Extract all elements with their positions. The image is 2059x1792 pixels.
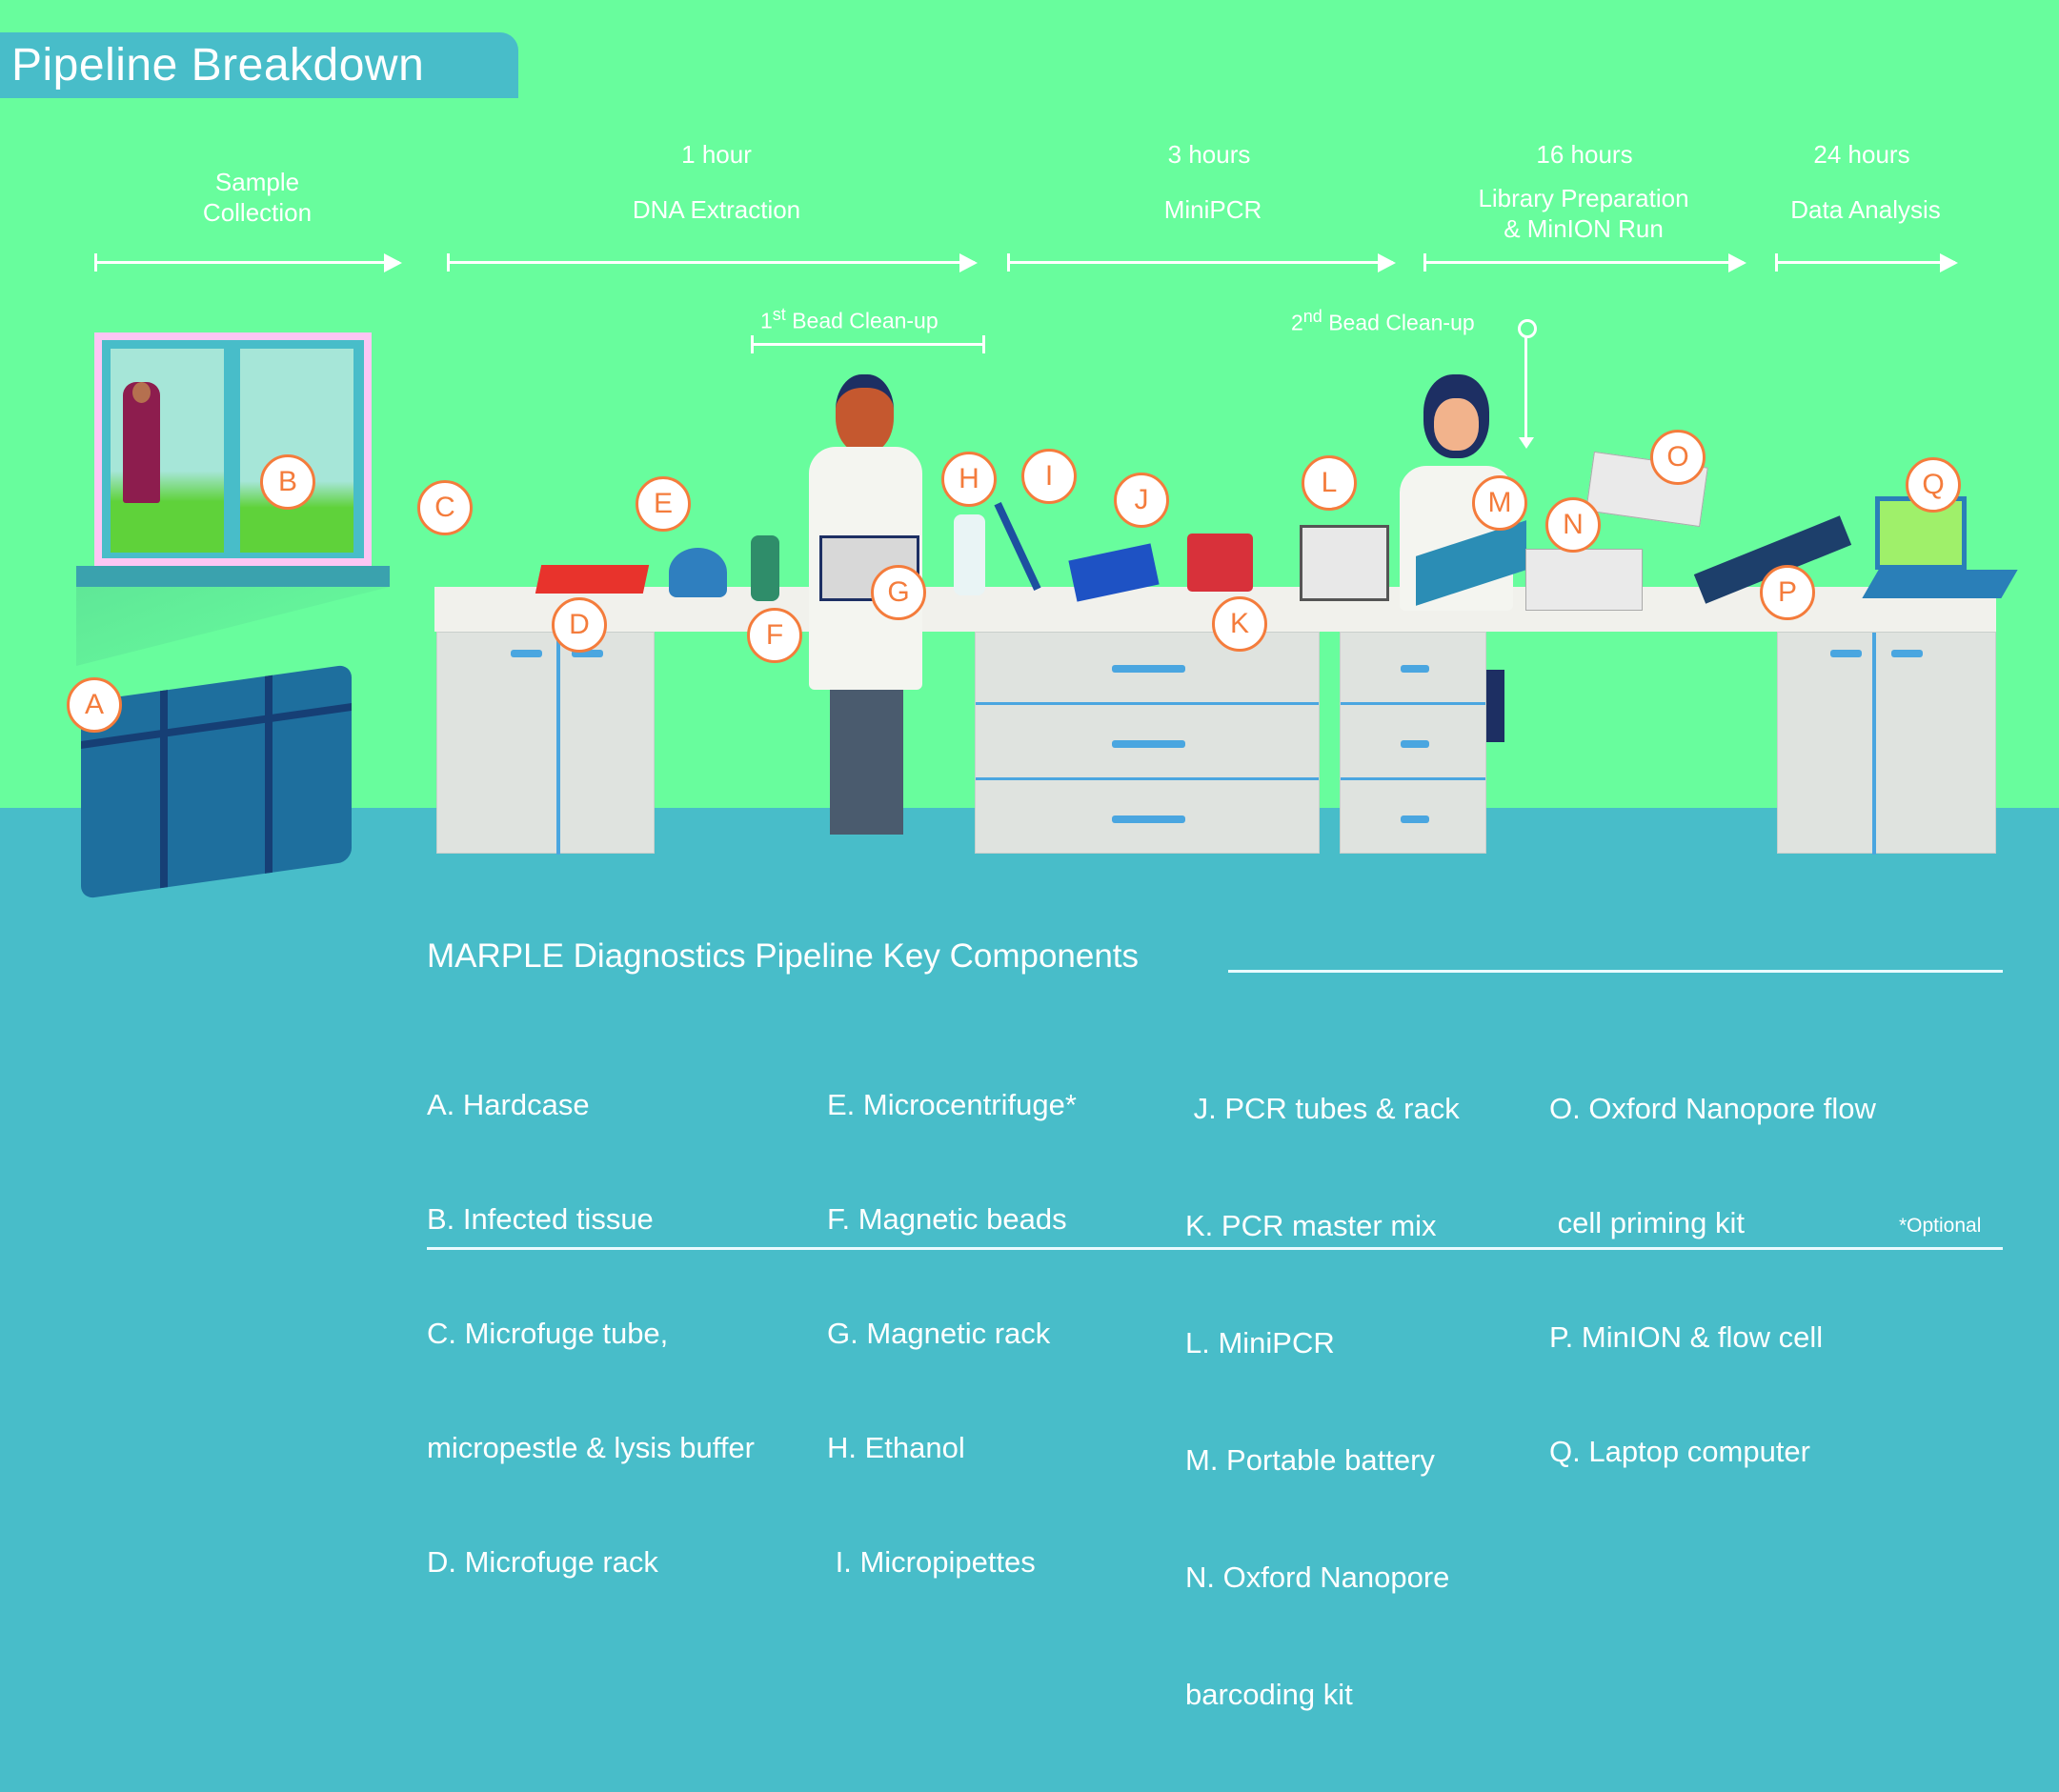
key-item: Q. Laptop computer bbox=[1549, 1435, 1810, 1468]
hardcase bbox=[81, 664, 352, 899]
scientist-male bbox=[788, 374, 945, 854]
key-column-3: J. PCR tubes & rack K. PCR master mix L.… bbox=[1185, 1011, 1460, 1792]
key-item: B. Infected tissue bbox=[427, 1202, 654, 1236]
key-item: P. MinION & flow cell bbox=[1549, 1320, 1824, 1354]
key-item: O. Oxford Nanopore flow bbox=[1549, 1092, 1876, 1125]
microfuge-rack bbox=[535, 565, 650, 594]
page-title: Pipeline Breakdown bbox=[0, 32, 518, 98]
drawer-cabinet bbox=[975, 632, 1320, 854]
key-item: G. Magnetic rack bbox=[827, 1317, 1051, 1350]
marker-o: O bbox=[1650, 430, 1706, 485]
timeline-arrow bbox=[94, 253, 402, 272]
micropipette bbox=[994, 501, 1041, 592]
key-item: E. Microcentrifuge* bbox=[827, 1088, 1077, 1121]
timeline-arrow bbox=[1423, 253, 1746, 272]
pcr-master-mix bbox=[1187, 534, 1253, 592]
ethanol-bottle bbox=[954, 514, 985, 595]
key-item: I. Micropipettes bbox=[827, 1545, 1036, 1579]
duration-minipcr: 3 hours bbox=[1167, 140, 1251, 169]
marker-e: E bbox=[636, 476, 691, 532]
key-item: M. Portable battery bbox=[1185, 1443, 1435, 1477]
marker-i: I bbox=[1021, 449, 1077, 504]
key-item: D. Microfuge rack bbox=[427, 1545, 658, 1579]
stage-label-data-analysis: Data Analysis bbox=[1790, 195, 1941, 224]
marker-g: G bbox=[871, 565, 926, 620]
key-item: K. PCR master mix bbox=[1185, 1209, 1437, 1242]
divider bbox=[427, 1247, 2003, 1250]
key-item: micropestle & lysis buffer bbox=[427, 1431, 755, 1464]
stage-label-minipcr: MiniPCR bbox=[1163, 195, 1262, 224]
barcoding-kit bbox=[1525, 549, 1643, 611]
window-sill bbox=[76, 566, 390, 587]
marker-a: A bbox=[67, 677, 122, 733]
timeline-arrow bbox=[1775, 253, 1958, 272]
marker-f: F bbox=[747, 608, 802, 663]
pipeline-infographic: Pipeline Breakdown Sample Collection 1 h… bbox=[0, 0, 2059, 1711]
first-bead-cleanup-bracket bbox=[751, 343, 984, 346]
divider bbox=[1228, 970, 2003, 973]
marker-c: C bbox=[417, 480, 473, 535]
cabinet bbox=[436, 632, 655, 855]
key-item: A. Hardcase bbox=[427, 1088, 590, 1121]
marker-b: B bbox=[260, 454, 315, 510]
second-cleanup-pointer bbox=[1524, 336, 1527, 439]
key-column-1: A. Hardcase B. Infected tissue C. Microf… bbox=[427, 1010, 755, 1658]
marker-m: M bbox=[1472, 475, 1527, 531]
duration-data-analysis: 24 hours bbox=[1813, 140, 1910, 169]
stage-label-dna-extraction: DNA Extraction bbox=[632, 195, 801, 224]
key-item: F. Magnetic beads bbox=[827, 1202, 1067, 1236]
key-column-4: O. Oxford Nanopore flow cell priming kit… bbox=[1549, 1014, 1876, 1547]
stage-label-sample-collection: Sample Collection bbox=[202, 168, 313, 227]
key-item: J. PCR tubes & rack bbox=[1185, 1092, 1460, 1125]
stage-label-library-prep: Library Preparation & MinION Run bbox=[1478, 184, 1689, 243]
marker-n: N bbox=[1545, 497, 1601, 553]
duration-library-prep: 16 hours bbox=[1536, 140, 1633, 169]
second-bead-cleanup-label: 2nd Bead Clean-up bbox=[1291, 307, 1475, 335]
first-bead-cleanup-label: 1st Bead Clean-up bbox=[760, 305, 939, 333]
marker-h: H bbox=[941, 452, 997, 507]
cabinet bbox=[1777, 632, 1996, 855]
marker-d: D bbox=[552, 597, 607, 653]
bracket-tick bbox=[982, 335, 985, 353]
microcentrifuge bbox=[669, 548, 727, 597]
marker-q: Q bbox=[1906, 457, 1961, 513]
marker-p: P bbox=[1760, 565, 1815, 620]
key-item: H. Ethanol bbox=[827, 1431, 965, 1464]
bracket-tick bbox=[751, 335, 754, 353]
timeline-arrow bbox=[1007, 253, 1396, 272]
marker-l: L bbox=[1302, 455, 1357, 511]
timeline-arrow bbox=[447, 253, 978, 272]
floor bbox=[0, 808, 2059, 1308]
key-column-2: E. Microcentrifuge* F. Magnetic beads G.… bbox=[827, 1010, 1077, 1658]
pointer-origin-circle bbox=[1518, 319, 1537, 338]
marker-j: J bbox=[1114, 473, 1169, 528]
window bbox=[94, 332, 372, 566]
key-item: L. MiniPCR bbox=[1185, 1326, 1335, 1359]
key-item: barcoding kit bbox=[1185, 1678, 1353, 1711]
window-shadow bbox=[76, 587, 390, 666]
duration-dna-extraction: 1 hour bbox=[681, 140, 752, 169]
key-item: cell priming kit bbox=[1549, 1206, 1745, 1239]
marker-k: K bbox=[1212, 596, 1267, 652]
key-item: C. Microfuge tube, bbox=[427, 1317, 669, 1350]
optional-footnote: *Optional bbox=[1899, 1215, 1982, 1237]
magnetic-beads bbox=[751, 535, 779, 601]
key-item: N. Oxford Nanopore bbox=[1185, 1560, 1450, 1594]
laptop-keyboard bbox=[1862, 570, 2018, 598]
key-title: MARPLE Diagnostics Pipeline Key Componen… bbox=[427, 937, 1140, 975]
drawer-cabinet bbox=[1340, 632, 1486, 854]
minipcr bbox=[1300, 525, 1389, 601]
pointer-arrowhead bbox=[1519, 437, 1534, 449]
